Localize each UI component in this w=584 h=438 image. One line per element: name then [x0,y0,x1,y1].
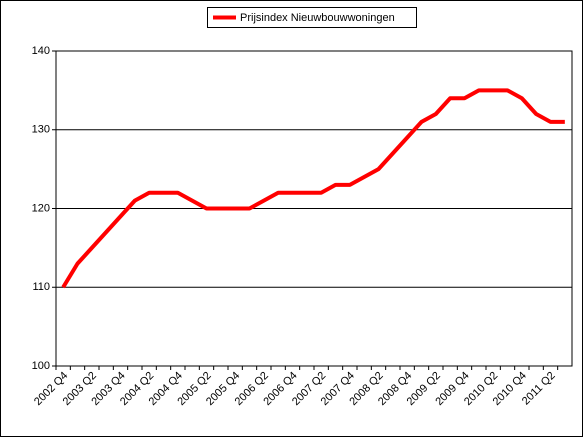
data-line [61,88,565,289]
legend-box [207,7,417,28]
y-tick-label: 130 [32,124,50,136]
y-tick-label: 120 [32,202,50,214]
y-tick-label: 140 [32,45,50,57]
y-tick-label: 100 [32,360,50,372]
y-tick-label: 110 [32,281,50,293]
legend-label: Prijsindex Nieuwbouwwoningen [240,12,395,24]
